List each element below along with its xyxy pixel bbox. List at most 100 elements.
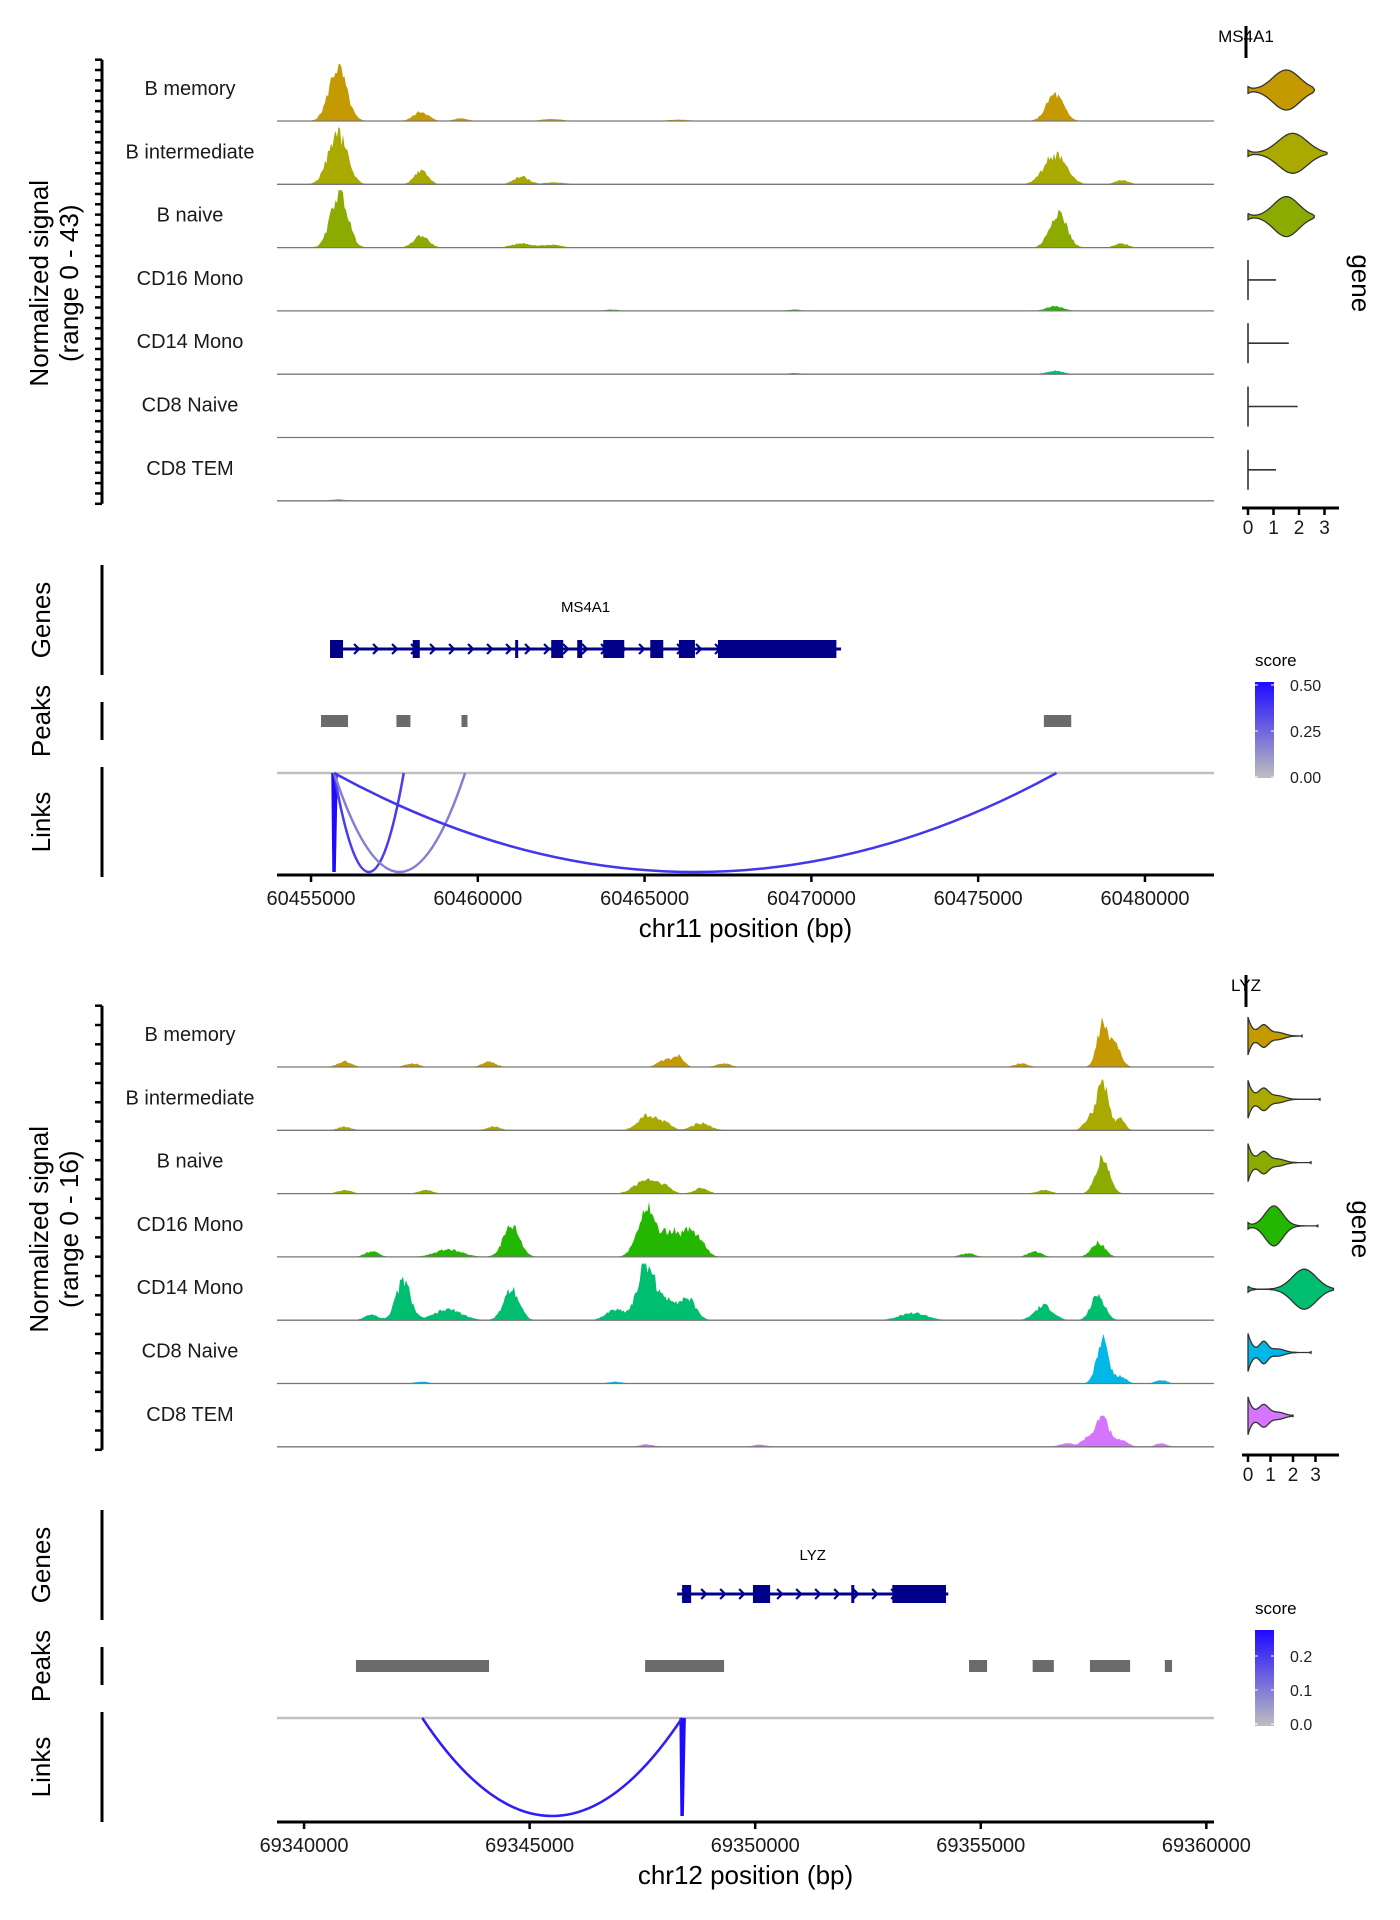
- violin-x-tick-label: 1: [1268, 518, 1279, 539]
- track-label: CD14 Mono: [137, 1277, 244, 1299]
- legend-title: score: [1255, 651, 1297, 670]
- strand-arrow-icon: [486, 643, 494, 655]
- violin-x-tick-label: 2: [1288, 1465, 1299, 1486]
- violin-y-label: gene: [1346, 254, 1376, 312]
- legend-colorbar: [1255, 1630, 1274, 1726]
- coverage-y-label-line2: (range 0 - 43): [54, 204, 84, 362]
- coverage-area: [277, 190, 1214, 248]
- violin-shape: [1247, 1396, 1294, 1435]
- coverage-y-label: Normalized signal(range 0 - 43): [24, 180, 84, 387]
- track-label: B memory: [144, 1024, 235, 1046]
- legend-title: score: [1255, 1599, 1297, 1618]
- strand-arrow-icon: [833, 1588, 841, 1600]
- strand-arrow-icon: [795, 1588, 803, 1600]
- legend-colorbar: [1255, 682, 1274, 778]
- gene-exon: [682, 1585, 692, 1603]
- track-label: CD8 Naive: [142, 395, 239, 417]
- peak-region: [321, 715, 349, 727]
- track-label: CD8 TEM: [146, 458, 233, 480]
- strand-arrow-icon: [695, 643, 703, 655]
- strand-arrow-icon: [852, 1588, 860, 1600]
- gene-exon: [603, 640, 625, 658]
- x-axis-tick-label: 60465000: [600, 888, 689, 910]
- gene-exon: [678, 640, 695, 658]
- violin-y-label: gene: [1346, 1200, 1376, 1258]
- track-label: B intermediate: [126, 1087, 255, 1109]
- peak-region: [1164, 1660, 1173, 1672]
- gene-name-label: LYZ: [800, 1547, 826, 1564]
- gene-exon: [851, 1585, 855, 1603]
- violin-shape: [1247, 69, 1315, 111]
- track-label: CD16 Mono: [137, 268, 244, 290]
- peak-region: [1032, 1660, 1054, 1672]
- strand-arrow-icon: [543, 643, 551, 655]
- violin-shape: [1247, 132, 1328, 174]
- coverage-area: [277, 1154, 1214, 1194]
- peak-region: [645, 1660, 725, 1672]
- strand-arrow-icon: [524, 643, 532, 655]
- x-axis-tick-label: 69345000: [485, 1835, 574, 1857]
- coverage-area: [277, 1078, 1214, 1131]
- panel-ms4a1: Normalized signal(range 0 - 43) B memory B…: [24, 26, 1376, 943]
- strand-arrow-icon: [738, 1588, 746, 1600]
- coverage-y-label-line2: (range 0 - 16): [54, 1150, 84, 1308]
- coverage-area: [277, 1201, 1214, 1257]
- strand-arrow-icon: [372, 643, 380, 655]
- gene-exon: [551, 640, 564, 658]
- coverage-area: [277, 127, 1214, 185]
- violin-x-tick-label: 3: [1319, 518, 1330, 539]
- strand-arrow-icon: [719, 1588, 727, 1600]
- x-axis-tick-label: 69340000: [260, 1835, 349, 1857]
- peak-region: [1089, 1660, 1131, 1672]
- strand-arrow-icon: [353, 643, 361, 655]
- coverage-area: [277, 1333, 1214, 1384]
- x-axis-tick-label: 60480000: [1100, 888, 1189, 910]
- gene-exon: [717, 640, 837, 658]
- gene-exon: [892, 1585, 947, 1603]
- legend-tick-label: 0.2: [1290, 1649, 1312, 1666]
- x-axis-tick-label: 60475000: [934, 888, 1023, 910]
- link-arc: [332, 772, 405, 874]
- legend-tick-label: 0.1: [1290, 1683, 1312, 1700]
- violin-shape: [1247, 1016, 1303, 1056]
- track-label: B naive: [157, 1151, 224, 1173]
- strand-arrow-icon: [505, 643, 513, 655]
- track-label: B naive: [157, 205, 224, 227]
- strand-arrow-icon: [871, 1588, 879, 1600]
- link-arc: [421, 1717, 684, 1818]
- violin-x-tick-label: 3: [1310, 1465, 1321, 1486]
- gene-name-label: MS4A1: [561, 599, 610, 616]
- coverage-area: [277, 1017, 1214, 1067]
- track-label: CD8 Naive: [142, 1341, 239, 1363]
- peak-region: [461, 715, 468, 727]
- peak-region: [969, 1660, 988, 1672]
- strand-arrow-icon: [448, 643, 456, 655]
- violin-x-tick-label: 1: [1265, 1465, 1276, 1486]
- peak-region: [396, 715, 411, 727]
- coverage-area: [277, 305, 1214, 311]
- strand-arrow-icon: [776, 1588, 784, 1600]
- gene-exon: [515, 640, 519, 658]
- legend-tick-label: 0.25: [1290, 724, 1321, 741]
- track-label: B intermediate: [126, 141, 255, 163]
- strand-arrow-icon: [391, 643, 399, 655]
- track-label: CD8 TEM: [146, 1404, 233, 1426]
- gene-exon: [330, 640, 344, 658]
- violin-shape: [1247, 1205, 1319, 1247]
- x-axis-title: chr12 position (bp): [638, 1860, 853, 1890]
- track-label: CD16 Mono: [137, 1214, 244, 1236]
- strand-arrow-icon: [638, 643, 646, 655]
- legend-tick-label: 0.00: [1290, 770, 1321, 787]
- track-label: B memory: [144, 78, 235, 100]
- peak-region: [1043, 715, 1072, 727]
- gene-exon: [577, 640, 583, 658]
- link-arc: [679, 1717, 686, 1817]
- violin-x-tick-label: 2: [1294, 518, 1305, 539]
- violin-x-tick-label: 0: [1243, 518, 1254, 539]
- strand-arrow-icon: [814, 1588, 822, 1600]
- genes-track-label: Genes: [26, 582, 56, 659]
- x-axis-tick-label: 69360000: [1162, 1835, 1251, 1857]
- gene-exon: [752, 1585, 771, 1603]
- peaks-track-label: Peaks: [26, 685, 56, 757]
- link-arc: [333, 771, 1058, 874]
